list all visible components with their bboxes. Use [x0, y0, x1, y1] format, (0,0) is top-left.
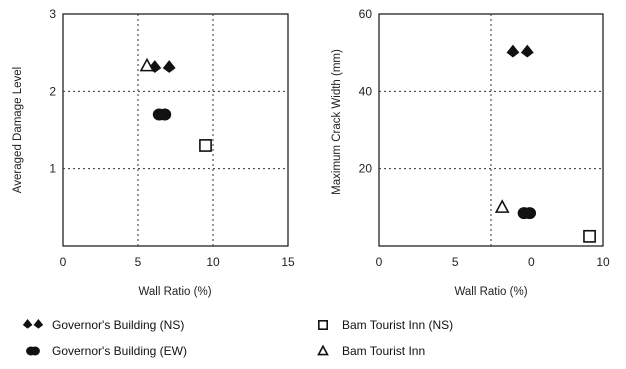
legend-item: Bam Tourist Inn — [310, 342, 425, 360]
legend-label: Bam Tourist Inn (NS) — [342, 318, 454, 332]
x-tick-label: 5 — [135, 255, 142, 269]
y-tick-label: 3 — [49, 7, 56, 21]
y-tick-label: 20 — [359, 162, 373, 176]
legend-item: Bam Tourist Inn (NS) — [310, 316, 453, 334]
diamond-filled-icon — [22, 319, 44, 329]
data-point-square-open — [199, 139, 212, 152]
data-marks — [139, 57, 212, 152]
figure-canvas: 0 5 10 15 1 2 3 Wall Ratio (%) Averaged Damage… — [12, 7, 610, 298]
legend-label: Governor's Building (EW) — [52, 344, 187, 358]
tick-labels: 0 5 0 10 20 40 60 — [359, 7, 610, 269]
x-tick-label: 0 — [528, 255, 535, 269]
data-point-diamond-filled — [506, 44, 534, 58]
x-axis-title: Wall Ratio (%) — [454, 286, 527, 298]
chart-max-crack-width: 0 5 0 10 20 40 60 Wall Ratio (%) Maximum Crack… — [331, 7, 610, 298]
y-tick-label: 2 — [49, 84, 56, 98]
x-axis-title: Wall Ratio (%) — [138, 286, 211, 298]
legend-label: Bam Tourist Inn — [342, 344, 426, 358]
x-tick-label: 0 — [376, 255, 383, 269]
x-tick-label: 10 — [206, 255, 220, 269]
legend-item: Governor's Building (NS) — [20, 316, 184, 334]
y-axis-title: Maximum Crack Width (mm) — [331, 49, 343, 195]
legend-item: Governor's Building (EW) — [20, 342, 187, 360]
tick-labels: 0 5 10 15 1 2 3 — [49, 7, 295, 269]
data-marks — [494, 44, 596, 243]
y-tick-label: 60 — [359, 7, 373, 21]
y-tick-label: 1 — [49, 162, 56, 176]
data-point-hexagon-filled — [517, 207, 537, 220]
square-open-icon — [318, 320, 328, 330]
grid-lines — [63, 14, 288, 246]
data-point-square-open — [583, 229, 596, 243]
x-tick-label: 10 — [596, 255, 610, 269]
data-point-triangle-open — [139, 57, 155, 72]
chart-averaged-damage: 0 5 10 15 1 2 3 Wall Ratio (%) Averaged Damage… — [12, 7, 295, 298]
y-tick-label: 40 — [359, 84, 373, 98]
x-tick-label: 5 — [452, 255, 459, 269]
triangle-open-icon — [317, 344, 329, 356]
legend-label: Governor's Building (NS) — [52, 318, 185, 332]
data-point-hexagon-filled — [152, 108, 172, 121]
legend: Governor's Building (NS) Bam Tourist Inn … — [20, 316, 620, 366]
hexagon-filled-icon — [26, 346, 40, 356]
data-point-triangle-open — [494, 199, 510, 213]
grid-lines — [379, 14, 603, 246]
x-tick-label: 15 — [281, 255, 295, 269]
plot-frame — [62, 13, 289, 247]
x-tick-label: 0 — [60, 255, 67, 269]
y-axis-title: Averaged Damage Level — [12, 67, 24, 193]
